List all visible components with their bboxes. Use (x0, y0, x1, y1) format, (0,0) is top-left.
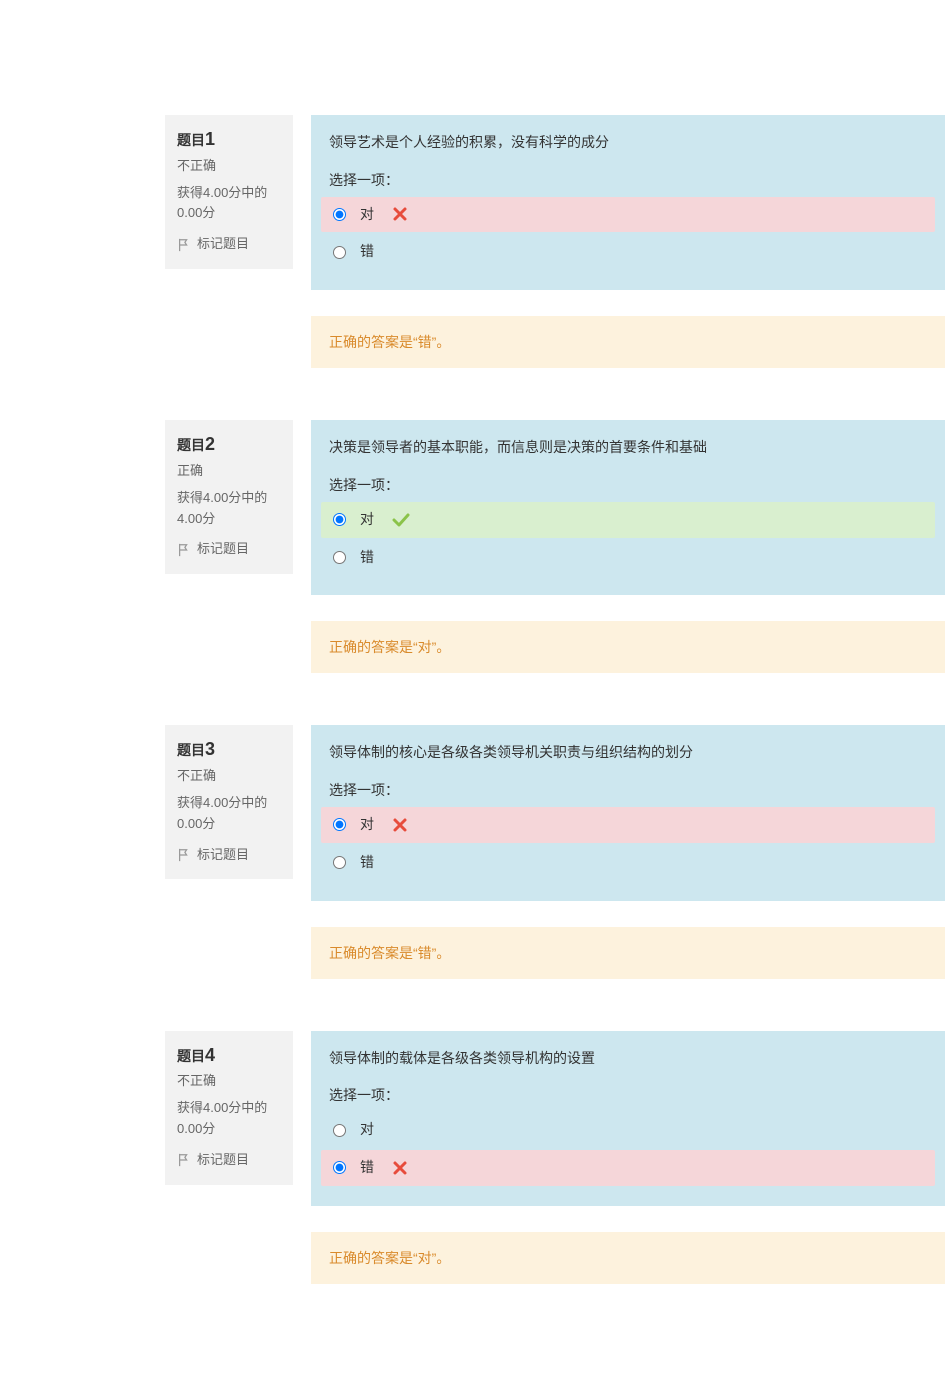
answer-feedback: 正确的答案是“对”。 (311, 621, 945, 673)
flag-label: 标记题目 (197, 539, 249, 560)
question-text: 领导体制的核心是各级各类领导机关职责与组织结构的划分 (329, 741, 927, 765)
flag-question[interactable]: 标记题目 (177, 234, 281, 255)
flag-label: 标记题目 (197, 845, 249, 866)
flag-icon (177, 543, 191, 557)
question-title: 题目1 (177, 125, 281, 154)
option-true-radio[interactable] (333, 208, 346, 221)
option-false-label: 错 (360, 1156, 386, 1180)
question-content: 决策是领导者的基本职能，而信息则是决策的首要条件和基础选择一项： 对错 (311, 420, 945, 595)
question-grade: 获得4.00分中的0.00分 (177, 183, 281, 225)
select-prompt: 选择一项： (329, 1084, 927, 1108)
option-false[interactable]: 错 (321, 845, 935, 881)
flag-label: 标记题目 (197, 1150, 249, 1171)
answer-feedback: 正确的答案是“错”。 (311, 927, 945, 979)
flag-label: 标记题目 (197, 234, 249, 255)
flag-icon (177, 238, 191, 252)
question-status: 正确 (177, 461, 281, 482)
option-true-label: 对 (360, 1118, 386, 1142)
answer-feedback: 正确的答案是“对”。 (311, 1232, 945, 1284)
cross-icon (392, 1160, 408, 1176)
option-false-label: 错 (360, 240, 386, 264)
option-true-radio[interactable] (333, 1124, 346, 1137)
option-true-label: 对 (360, 813, 386, 837)
question-info: 题目4不正确获得4.00分中的0.00分标记题目 (165, 1031, 293, 1185)
option-false-radio[interactable] (333, 1161, 346, 1174)
flag-question[interactable]: 标记题目 (177, 845, 281, 866)
question-status: 不正确 (177, 1071, 281, 1092)
question-title: 题目4 (177, 1041, 281, 1070)
question-block: 题目1不正确获得4.00分中的0.00分标记题目领导艺术是个人经验的积累，没有科… (165, 115, 945, 368)
select-prompt: 选择一项： (329, 474, 927, 498)
option-false[interactable]: 错 (321, 1150, 935, 1186)
question-info: 题目3不正确获得4.00分中的0.00分标记题目 (165, 725, 293, 879)
question-block: 题目3不正确获得4.00分中的0.00分标记题目领导体制的核心是各级各类领导机关… (165, 725, 945, 978)
question-info: 题目2正确获得4.00分中的4.00分标记题目 (165, 420, 293, 574)
question-grade: 获得4.00分中的0.00分 (177, 1098, 281, 1140)
question-title: 题目3 (177, 735, 281, 764)
option-true-label: 对 (360, 508, 386, 532)
question-status: 不正确 (177, 766, 281, 787)
question-content: 领导艺术是个人经验的积累，没有科学的成分选择一项： 对错 (311, 115, 945, 290)
option-true[interactable]: 对 (321, 502, 935, 538)
question-info: 题目1不正确获得4.00分中的0.00分标记题目 (165, 115, 293, 269)
check-icon (392, 512, 410, 528)
cross-icon (392, 817, 408, 833)
question-title: 题目2 (177, 430, 281, 459)
option-true-radio[interactable] (333, 513, 346, 526)
option-true[interactable]: 对 (321, 807, 935, 843)
flag-question[interactable]: 标记题目 (177, 1150, 281, 1171)
option-false[interactable]: 错 (321, 540, 935, 576)
question-grade: 获得4.00分中的4.00分 (177, 488, 281, 530)
option-false-radio[interactable] (333, 856, 346, 869)
question-status: 不正确 (177, 156, 281, 177)
option-false-radio[interactable] (333, 246, 346, 259)
option-true-radio[interactable] (333, 818, 346, 831)
cross-icon (392, 206, 408, 222)
select-prompt: 选择一项： (329, 169, 927, 193)
flag-icon (177, 1153, 191, 1167)
option-false-radio[interactable] (333, 551, 346, 564)
question-content: 领导体制的载体是各级各类领导机构的设置选择一项： 对错 (311, 1031, 945, 1206)
option-true[interactable]: 对 (321, 1112, 935, 1148)
option-false-label: 错 (360, 851, 386, 875)
question-block: 题目4不正确获得4.00分中的0.00分标记题目领导体制的载体是各级各类领导机构… (165, 1031, 945, 1284)
option-false[interactable]: 错 (321, 234, 935, 270)
question-text: 领导艺术是个人经验的积累，没有科学的成分 (329, 131, 927, 155)
question-text: 决策是领导者的基本职能，而信息则是决策的首要条件和基础 (329, 436, 927, 460)
flag-question[interactable]: 标记题目 (177, 539, 281, 560)
flag-icon (177, 848, 191, 862)
answer-feedback: 正确的答案是“错”。 (311, 316, 945, 368)
question-text: 领导体制的载体是各级各类领导机构的设置 (329, 1047, 927, 1071)
option-false-label: 错 (360, 546, 386, 570)
option-true-label: 对 (360, 203, 386, 227)
question-grade: 获得4.00分中的0.00分 (177, 793, 281, 835)
select-prompt: 选择一项： (329, 779, 927, 803)
question-block: 题目2正确获得4.00分中的4.00分标记题目决策是领导者的基本职能，而信息则是… (165, 420, 945, 673)
question-content: 领导体制的核心是各级各类领导机关职责与组织结构的划分选择一项： 对错 (311, 725, 945, 900)
option-true[interactable]: 对 (321, 197, 935, 233)
